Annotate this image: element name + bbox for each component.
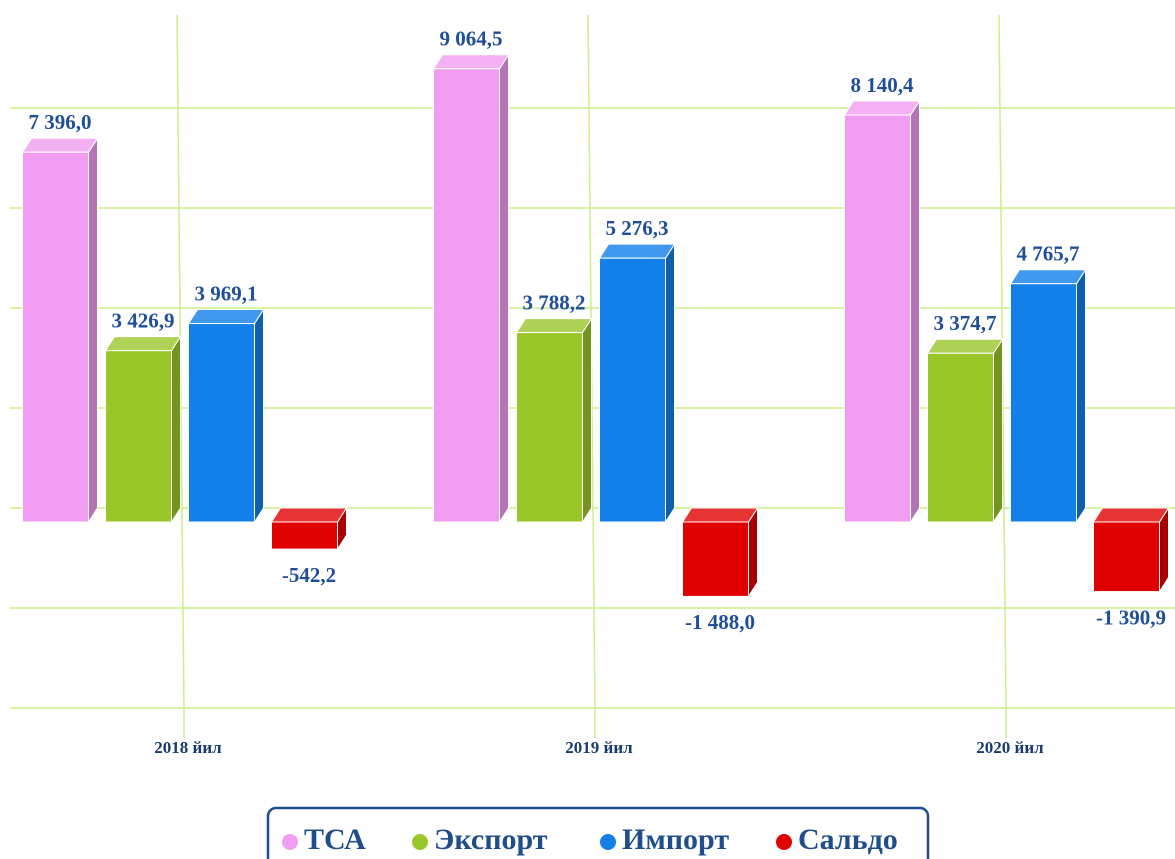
bar-top (187, 309, 265, 325)
bar (682, 521, 749, 597)
bar-side (499, 53, 509, 524)
bar (844, 114, 911, 523)
value-label: -1 390,9 (1096, 605, 1166, 629)
legend-box (266, 806, 930, 859)
value-label: 5 276,3 (606, 216, 669, 240)
legend-label: Импорт (622, 823, 729, 856)
bar-side (665, 242, 675, 524)
legend-marker (776, 834, 792, 850)
x-tick-label: 2018 йил (154, 738, 222, 757)
value-label: -1 488,0 (685, 610, 755, 634)
value-label: 9 064,5 (440, 27, 503, 51)
value-label: 8 140,4 (851, 73, 915, 97)
bar-top (515, 318, 593, 334)
bar-side (910, 99, 920, 524)
legend-label: Сальдо (798, 823, 898, 856)
bar-top (843, 100, 921, 116)
bar (1093, 521, 1160, 593)
bar (1010, 283, 1077, 523)
bar (271, 521, 338, 550)
bar-side (88, 136, 98, 524)
bar-top (1009, 269, 1087, 285)
value-label: 3 788,2 (523, 290, 586, 314)
value-label: 3 426,9 (112, 308, 175, 332)
legend-marker (412, 834, 428, 850)
bar-top (598, 243, 676, 259)
bar (22, 151, 89, 523)
bar-top (104, 336, 182, 352)
value-label: 3 969,1 (195, 281, 258, 305)
legend-marker (600, 834, 616, 850)
bar-side (1076, 268, 1086, 524)
bar-top (926, 338, 1004, 354)
value-label: 7 396,0 (29, 110, 92, 134)
bar-side (582, 316, 592, 524)
value-label: -542,2 (282, 563, 336, 587)
bar-top (681, 507, 759, 523)
bar-side (171, 334, 181, 524)
bar (188, 323, 255, 523)
bar-top (21, 137, 99, 153)
bar-side (993, 337, 1003, 524)
x-tick-label: 2019 йил (565, 738, 633, 757)
legend-marker (282, 834, 298, 850)
bar-top (432, 54, 510, 70)
bar-top (1092, 507, 1170, 523)
bar-side (748, 506, 758, 599)
legend-label: Экспорт (434, 823, 548, 856)
value-label: 3 374,7 (934, 311, 997, 335)
bar-top (270, 507, 348, 523)
bar (599, 257, 666, 523)
bar-side (254, 307, 264, 524)
bar (433, 68, 500, 523)
x-tick-label: 2020 йил (976, 738, 1044, 757)
legend-label: ТСА (304, 823, 366, 856)
value-label: 4 765,7 (1017, 242, 1080, 266)
bar (927, 352, 994, 523)
bar (105, 350, 172, 523)
bar (516, 332, 583, 523)
